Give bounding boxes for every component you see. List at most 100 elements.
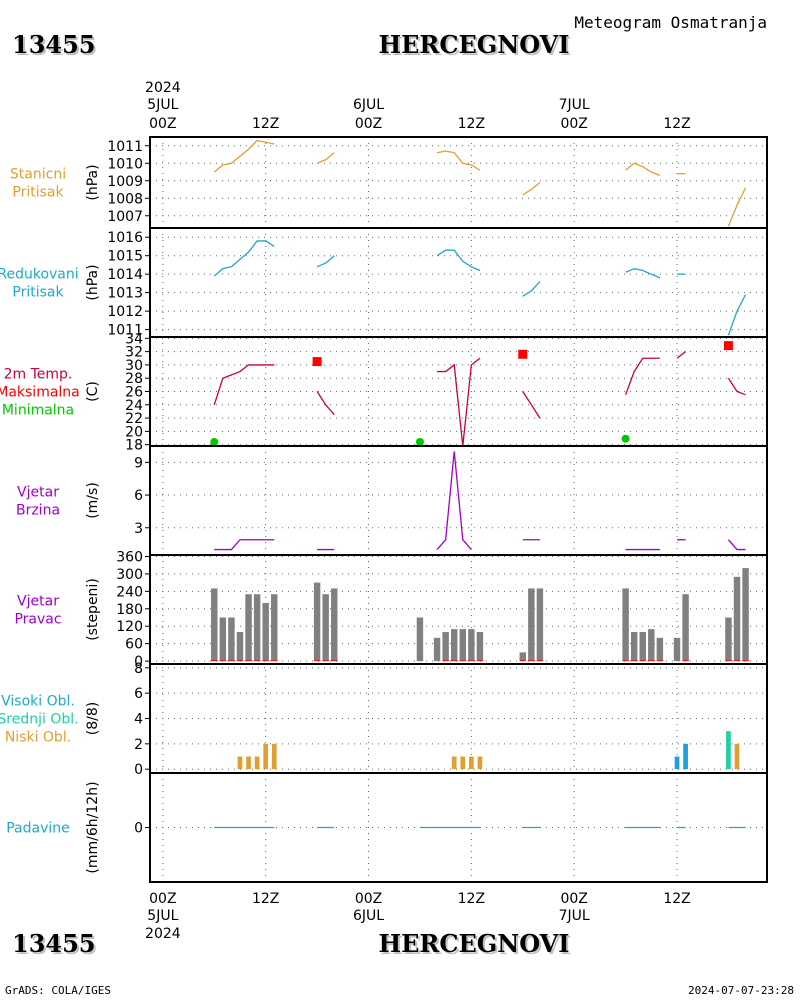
panel-frame	[149, 227, 768, 338]
bar	[726, 731, 731, 770]
bottom-time-tick-label: 00Z	[149, 891, 176, 907]
station-name-top: HERCEGNOVI	[378, 30, 570, 59]
bar	[322, 660, 329, 662]
series-line	[316, 152, 335, 164]
bar	[246, 756, 251, 770]
bar	[536, 588, 544, 662]
bar	[253, 594, 261, 662]
top-day-label: 7JUL	[559, 97, 590, 113]
y-tick-label: 0	[134, 762, 143, 778]
top-time-tick-label: 12Z	[663, 116, 690, 132]
bar	[331, 660, 338, 662]
panel-frame	[149, 336, 768, 447]
top-day-label: 5JUL	[147, 97, 178, 113]
bar	[451, 756, 457, 770]
bar	[683, 743, 688, 770]
bar	[476, 632, 484, 662]
y-tick-label: 180	[116, 602, 143, 618]
series-line	[316, 255, 335, 268]
y-tick-label: 6	[134, 686, 143, 702]
max-temp-marker	[312, 357, 322, 367]
series-line	[727, 377, 746, 396]
bar	[639, 660, 646, 662]
y-tick-label: 32	[125, 345, 143, 361]
y-tick-label: 1009	[107, 174, 143, 190]
bar	[734, 743, 740, 770]
bar	[271, 660, 278, 662]
bar	[622, 588, 629, 662]
panel-label: Pritisak	[12, 285, 64, 301]
y-tick-label: 6	[134, 488, 143, 504]
y-tick-label: 360	[116, 549, 143, 565]
bar	[442, 660, 449, 662]
bar	[263, 743, 269, 770]
bar	[442, 632, 449, 662]
bottom-time-tick-label: 00Z	[355, 891, 382, 907]
bar	[228, 660, 235, 662]
bar	[622, 660, 629, 662]
series-line	[727, 539, 746, 551]
bar	[468, 629, 475, 662]
y-tick-label: 0	[134, 821, 143, 837]
bar	[459, 660, 466, 662]
bar	[656, 660, 664, 662]
bottom-day-label: 6JUL	[353, 908, 384, 924]
y-axis-unit: (mm/6h/12h)	[85, 781, 101, 873]
top-year-label: 2024	[145, 80, 181, 96]
bar	[477, 756, 483, 770]
bar	[254, 756, 260, 770]
y-tick-label: 60	[125, 637, 143, 653]
y-tick-label: 1013	[107, 286, 143, 302]
bar	[468, 756, 474, 770]
y-tick-label: 30	[125, 358, 143, 374]
series-line	[727, 187, 747, 227]
y-tick-label: 1011	[107, 323, 143, 339]
bar	[228, 617, 235, 662]
bottom-day-label: 7JUL	[559, 908, 590, 924]
bar	[528, 588, 535, 662]
bottom-time-tick-label: 12Z	[252, 891, 279, 907]
panel-label: Visoki Obl.	[1, 694, 75, 710]
bar	[673, 637, 681, 662]
bar	[262, 660, 269, 662]
bar	[639, 632, 646, 662]
panel-label: Redukovani	[0, 267, 79, 283]
bar	[245, 594, 252, 662]
station-id-bottom: 13455	[12, 929, 96, 958]
panel-label: Pritisak	[12, 185, 64, 201]
bottom-time-tick-label: 00Z	[560, 891, 587, 907]
bar	[219, 660, 227, 662]
bar	[416, 617, 424, 662]
y-axis-unit: (m/s)	[85, 482, 101, 519]
bar	[536, 660, 544, 662]
bar	[742, 568, 749, 662]
top-time-tick-label: 00Z	[149, 116, 176, 132]
bar	[656, 637, 664, 662]
series-line	[727, 294, 747, 336]
bar	[733, 576, 741, 662]
panel-label: 2m Temp.	[4, 367, 73, 383]
top-time-tick-label: 00Z	[355, 116, 382, 132]
panel-label: Niski Obl.	[5, 730, 71, 746]
top-time-tick-label: 00Z	[560, 116, 587, 132]
bar	[331, 588, 338, 662]
y-tick-label: 1016	[107, 230, 143, 246]
series-line	[213, 240, 275, 277]
series-line	[625, 162, 661, 177]
panel-frame	[149, 772, 768, 883]
bar	[433, 637, 441, 662]
bar	[313, 582, 321, 662]
bar	[313, 660, 321, 662]
bar	[236, 632, 244, 662]
panel-frame	[149, 136, 768, 229]
bar	[211, 660, 218, 662]
bottom-time-tick-label: 12Z	[458, 891, 485, 907]
y-tick-label: 1010	[107, 156, 143, 172]
bar	[451, 629, 458, 662]
bar	[271, 594, 278, 662]
y-tick-label: 300	[116, 567, 143, 583]
bar	[459, 629, 466, 662]
y-tick-label: 22	[125, 411, 143, 427]
bar	[219, 617, 227, 662]
